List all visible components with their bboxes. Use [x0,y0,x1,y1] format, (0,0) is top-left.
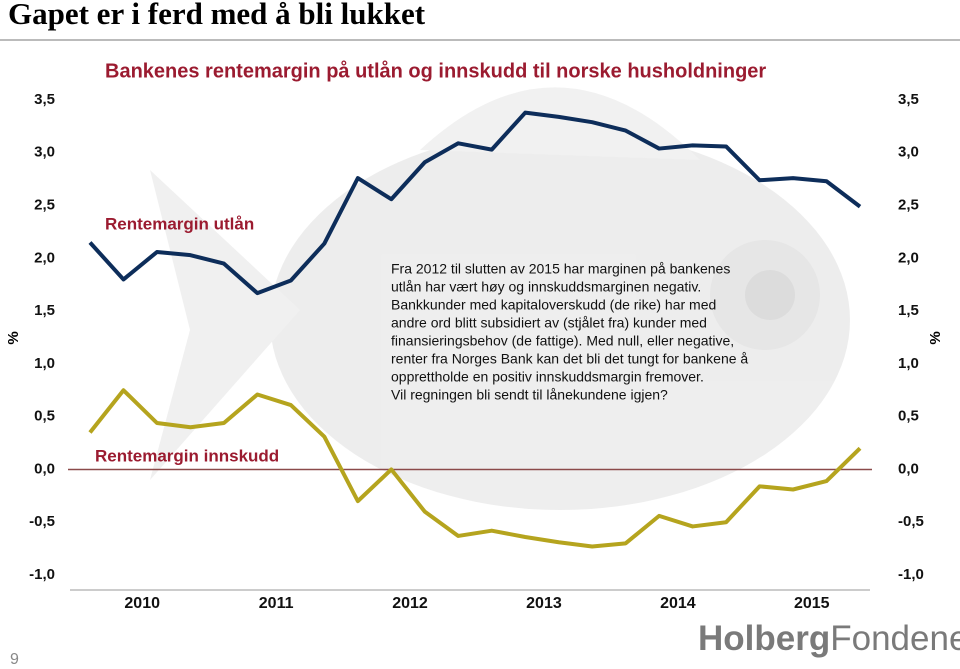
annotation-line: opprettholde en positiv innskuddsmargin … [391,369,704,385]
chart-subtitle: Bankenes rentemargin på utlån og innskud… [105,59,766,82]
series-line [88,110,862,296]
annotation-line: andre ord blitt subsidiert av (stjålet f… [391,315,707,331]
y2-tick-label: -1,0 [898,566,924,583]
annotation-line: Fra 2012 til slutten av 2015 har margine… [391,261,730,277]
x-tick-label: 2013 [526,595,562,612]
y-tick-label: 1,5 [34,302,55,319]
y-tick-label: -0,5 [29,513,55,530]
y-tick-label: 2,0 [34,249,55,266]
logo-part: Fondene [830,619,960,658]
y-tick-label: 3,5 [34,91,55,108]
x-tick-label: 2011 [259,595,294,612]
series-label: Rentemargin innskudd [95,446,279,465]
y-tick-label: 0,0 [34,460,55,477]
fish-background [150,87,850,510]
y2-tick-label: 3,5 [898,91,919,108]
y-axis-label: % [5,331,22,344]
logo-part: Holberg [698,619,830,658]
annotation-line: finansieringsbehov (de fattige). Med nul… [391,333,734,349]
y-tick-label: 2,5 [34,197,55,214]
annotation-line: Vil regningen bli sendt til lånekundene … [391,387,668,403]
logo: HolbergFondene [698,619,960,658]
x-tick-label: 2014 [660,595,696,612]
y2-tick-label: 0,5 [898,408,919,425]
page-number: 9 [10,651,19,668]
y2-axis-label: % [927,331,944,344]
y2-tick-label: 0,0 [898,460,919,477]
y2-tick-label: 2,0 [898,249,919,266]
y2-tick-label: 1,0 [898,355,919,372]
y-tick-label: -1,0 [29,566,55,583]
annotation-line: utlån har vært høy og innskuddsmarginen … [391,279,701,295]
y2-tick-label: 3,0 [898,144,919,161]
y2-tick-label: 1,5 [898,302,919,319]
series-label: Rentemargin utlån [105,214,254,233]
y2-tick-label: -0,5 [898,513,924,530]
slide-title: Gapet er i ferd med å bli lukket [8,0,426,31]
x-tick-label: 2012 [392,595,428,612]
x-tick-label: 2010 [124,595,160,612]
series-line [88,388,862,549]
y-tick-label: 0,5 [34,408,55,425]
annotation-line: Bankkunder med kapitaloverskudd (de rike… [391,297,716,313]
y2-tick-label: 2,5 [898,197,919,214]
y-tick-label: 1,0 [34,355,55,372]
annotation-line: renter fra Norges Bank kan det bli det t… [391,351,748,367]
x-tick-label: 2015 [794,595,830,612]
y-tick-label: 3,0 [34,144,55,161]
